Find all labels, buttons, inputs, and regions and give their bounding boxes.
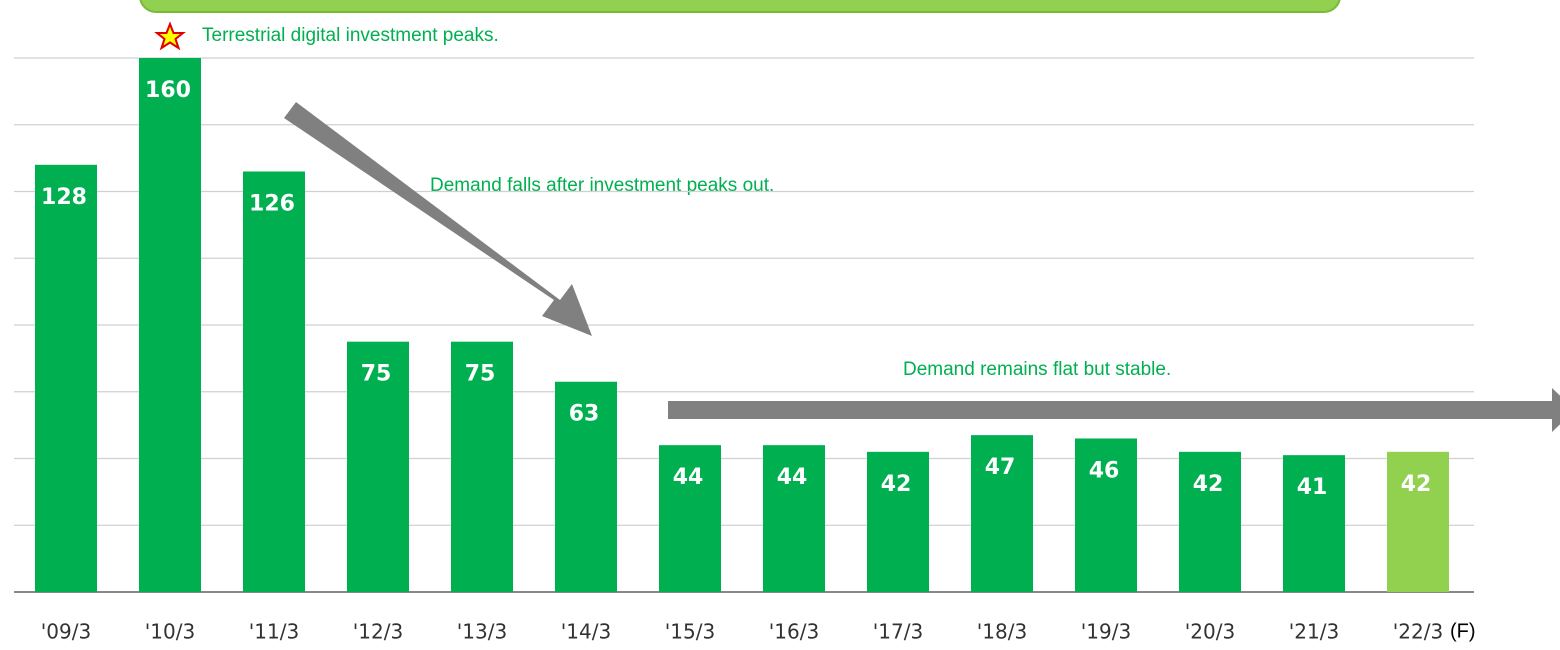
value-label: 42 (1193, 472, 1224, 497)
value-label: 63 (569, 402, 600, 427)
value-label: 44 (777, 465, 808, 490)
x-tick-label: '20/3 (1185, 620, 1235, 644)
value-label: 44 (673, 465, 704, 490)
value-label: 75 (361, 362, 392, 387)
value-label: 46 (1089, 458, 1120, 483)
value-label: 160 (145, 78, 191, 103)
value-label: 128 (41, 185, 87, 210)
x-tick-label: '10/3 (145, 620, 195, 644)
x-tick-label: '17/3 (873, 620, 923, 644)
arrow (284, 102, 592, 336)
bar (555, 381, 617, 592)
star-icon (154, 21, 186, 51)
bar (243, 171, 305, 592)
bar (971, 435, 1033, 592)
x-tick-label: '13/3 (457, 620, 507, 644)
x-tick-label: '21/3 (1289, 620, 1339, 644)
x-tick-label: '15/3 (665, 620, 715, 644)
x-tick-label: '22/3 (1393, 620, 1443, 644)
x-tick-label: '19/3 (1081, 620, 1131, 644)
bar (659, 445, 721, 592)
x-tick-label: '14/3 (561, 620, 611, 644)
annotation: Demand remains flat but stable. (903, 359, 1171, 380)
bar (35, 164, 97, 593)
title-banner (139, 0, 1341, 13)
bar (451, 341, 513, 592)
bar (1179, 451, 1241, 592)
bar (763, 445, 825, 592)
value-label: 75 (465, 362, 496, 387)
arrow (668, 388, 1560, 432)
value-label: 42 (881, 472, 912, 497)
annotation: Terrestrial digital investment peaks. (202, 25, 499, 46)
value-label: 41 (1297, 475, 1328, 500)
x-tick-label: '12/3 (353, 620, 403, 644)
x-tick-label: '09/3 (41, 620, 91, 644)
forecast-mark: (F) (1450, 620, 1476, 642)
bar (139, 58, 201, 592)
value-label: 42 (1401, 472, 1432, 497)
bar (867, 451, 929, 592)
x-tick-label: '18/3 (977, 620, 1027, 644)
value-label: 126 (249, 191, 295, 216)
bar (1283, 455, 1345, 592)
bar (347, 341, 409, 592)
value-label: 47 (985, 455, 1016, 480)
bar (1075, 438, 1137, 592)
x-tick-label: '16/3 (769, 620, 819, 644)
annotation: Demand falls after investment peaks out. (430, 175, 774, 196)
bar (1387, 451, 1449, 592)
x-tick-label: '11/3 (249, 620, 299, 644)
